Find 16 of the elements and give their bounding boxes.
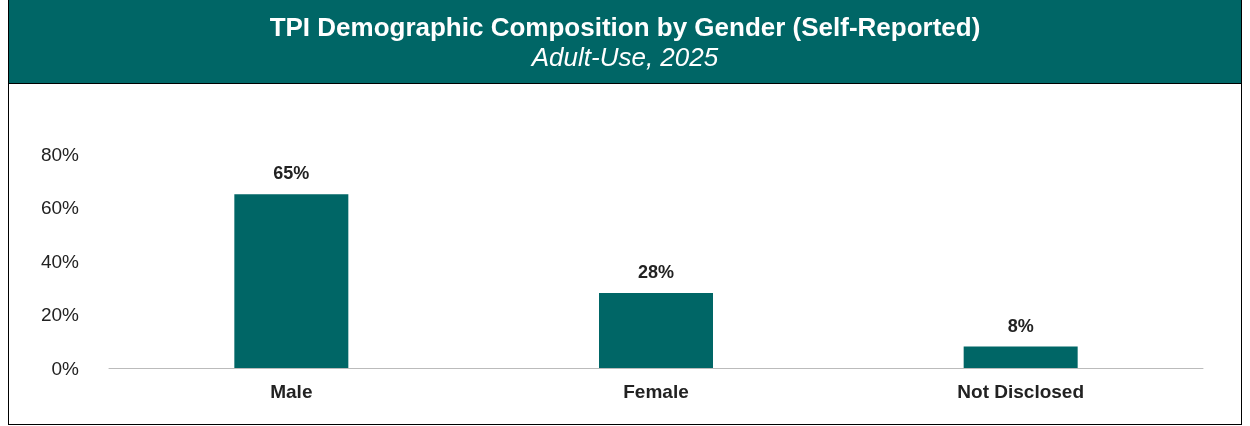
y-tick-label: 60% — [40, 197, 80, 218]
y-tick-label: 0% — [51, 357, 80, 379]
bar — [599, 293, 713, 368]
y-tick-label: 20% — [40, 304, 80, 325]
y-tick-label: 40% — [40, 250, 80, 272]
data-label: 28% — [637, 262, 675, 283]
x-tick-label: Male — [270, 381, 313, 402]
data-label: 8% — [1007, 315, 1034, 336]
bar — [963, 346, 1078, 368]
y-tick-label: 80% — [40, 143, 80, 165]
chart-title: TPI Demographic Composition by Gender (Self-Reported) — [268, 12, 982, 42]
chart-subtitle: Adult-Use, 2025 — [529, 42, 720, 72]
x-tick-label: Not Disclosed — [957, 381, 1085, 402]
x-tick-label: Female — [623, 381, 689, 402]
data-label: 65% — [273, 163, 310, 184]
bar — [234, 194, 349, 368]
